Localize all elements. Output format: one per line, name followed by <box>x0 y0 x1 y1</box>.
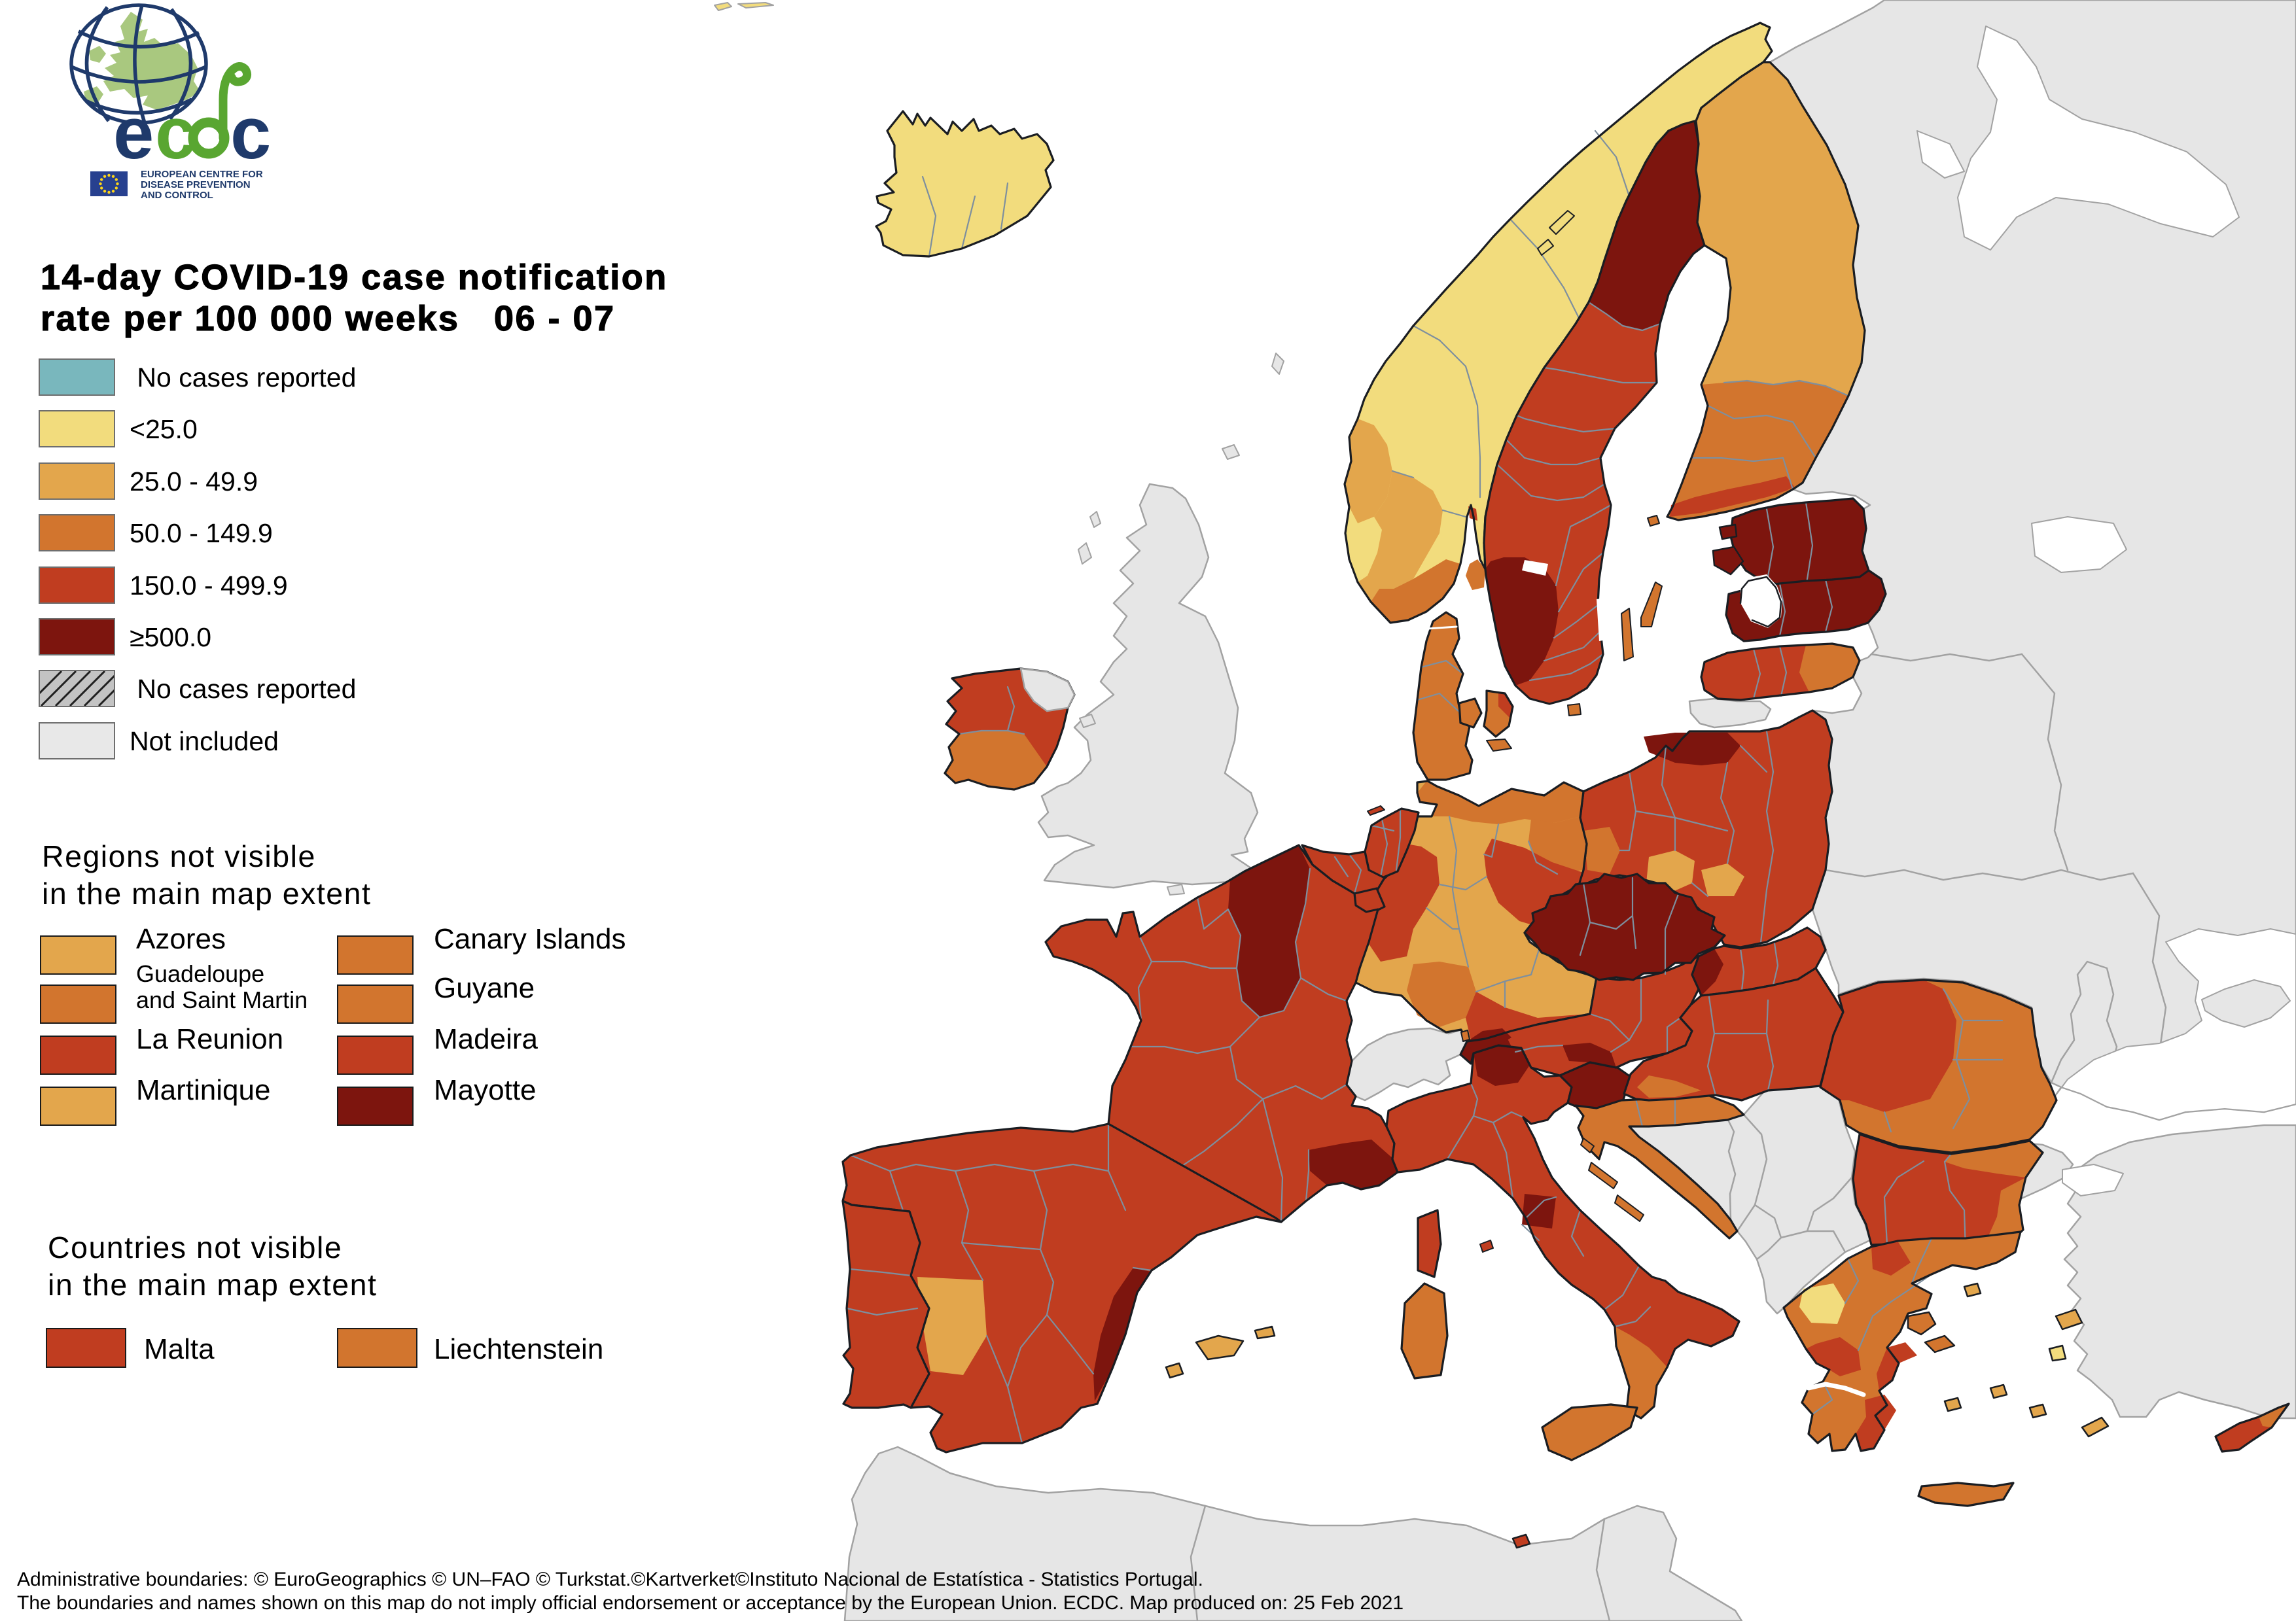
svg-text:c: c <box>155 92 194 174</box>
svg-text:EUROPEAN CENTRE FOR: EUROPEAN CENTRE FOR <box>141 169 263 180</box>
svg-text:c: c <box>230 92 270 174</box>
svg-text:e: e <box>113 92 152 174</box>
svg-text:DISEASE PREVENTION: DISEASE PREVENTION <box>141 179 251 190</box>
svg-text:AND CONTROL: AND CONTROL <box>141 190 213 201</box>
